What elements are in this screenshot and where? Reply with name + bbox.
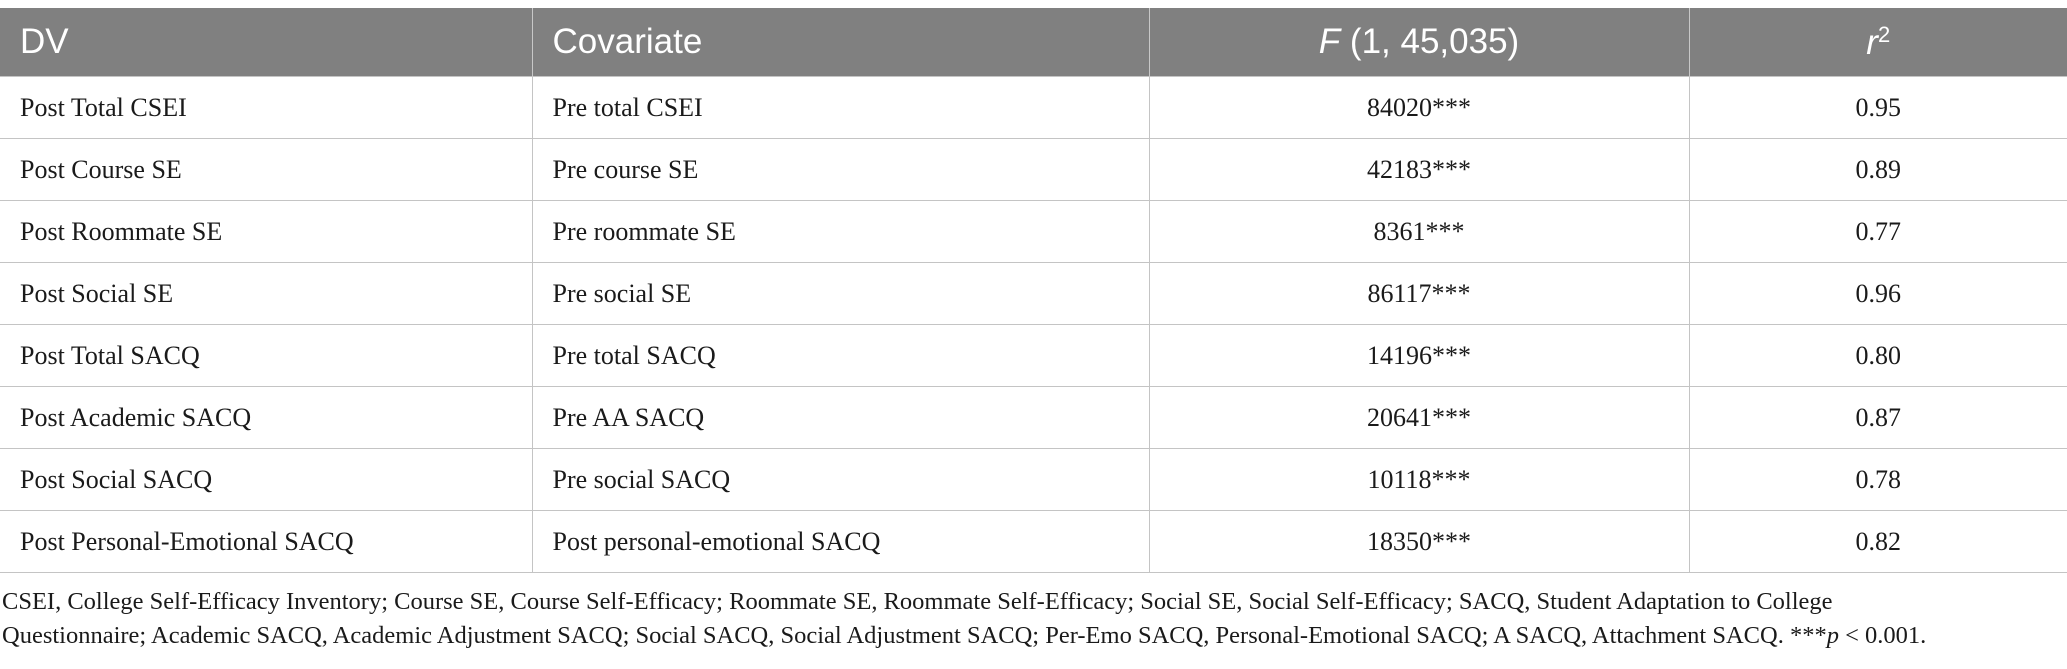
header-r-squared: r2: [1689, 8, 2067, 77]
cell-covariate: Pre total CSEI: [531, 76, 1150, 139]
cell-dv: Post Social SACQ: [0, 448, 533, 511]
cell-dv: Post Total CSEI: [0, 76, 533, 139]
cell-dv: Post Personal-Emotional SACQ: [0, 510, 533, 573]
table-row: Post Social SACQ Pre social SACQ 10118**…: [0, 448, 2067, 511]
cell-covariate: Pre social SE: [531, 262, 1150, 325]
table-row: Post Total CSEI Pre total CSEI 84020*** …: [0, 76, 2067, 139]
cell-covariate: Post personal-emotional SACQ: [531, 510, 1150, 573]
cell-r2: 0.82: [1688, 510, 2067, 573]
table-footnote: CSEI, College Self-Efficacy Inventory; C…: [2, 585, 2062, 653]
footnote-p-symbol: p: [1826, 622, 1839, 649]
cell-dv: Post Course SE: [0, 138, 533, 201]
cell-f: 86117***: [1148, 262, 1690, 325]
cell-dv: Post Roommate SE: [0, 200, 533, 263]
cell-r2: 0.95: [1688, 76, 2067, 139]
cell-r2: 0.89: [1688, 138, 2067, 201]
cell-f: 20641***: [1148, 386, 1690, 449]
cell-covariate: Pre course SE: [531, 138, 1150, 201]
table-row: Post Roommate SE Pre roommate SE 8361***…: [0, 200, 2067, 263]
table-body: Post Total CSEI Pre total CSEI 84020*** …: [0, 76, 2067, 573]
cell-dv: Post Total SACQ: [0, 324, 533, 387]
cell-f: 14196***: [1148, 324, 1690, 387]
footnote-line-2-text: Questionnaire; Academic SACQ, Academic A…: [2, 622, 1827, 649]
cell-f: 8361***: [1148, 200, 1690, 263]
cell-r2: 0.80: [1688, 324, 2067, 387]
cell-covariate: Pre AA SACQ: [531, 386, 1150, 449]
cell-f: 42183***: [1148, 138, 1690, 201]
header-f-symbol: F: [1318, 22, 1341, 61]
results-table-container: DV Covariate F (1, 45,035) r2 Post Total…: [0, 8, 2067, 573]
table-row: Post Personal-Emotional SACQ Post person…: [0, 510, 2067, 573]
cell-covariate: Pre social SACQ: [531, 448, 1150, 511]
footnote-p-threshold: < 0.001.: [1838, 622, 1927, 649]
cell-r2: 0.78: [1688, 448, 2067, 511]
table-row: Post Social SE Pre social SE 86117*** 0.…: [0, 262, 2067, 325]
cell-r2: 0.96: [1688, 262, 2067, 325]
table-row: Post Total SACQ Pre total SACQ 14196*** …: [0, 324, 2067, 387]
header-r-symbol: r: [1866, 22, 1878, 62]
header-covariate: Covariate: [532, 8, 1150, 77]
cell-r2: 0.77: [1688, 200, 2067, 263]
cell-f: 18350***: [1148, 510, 1690, 573]
cell-dv: Post Academic SACQ: [0, 386, 533, 449]
table-row: Post Academic SACQ Pre AA SACQ 20641*** …: [0, 386, 2067, 449]
cell-covariate: Pre total SACQ: [531, 324, 1150, 387]
cell-f: 10118***: [1148, 448, 1690, 511]
cell-r2: 0.87: [1688, 386, 2067, 449]
cell-dv: Post Social SE: [0, 262, 533, 325]
cell-covariate: Pre roommate SE: [531, 200, 1150, 263]
header-dv: DV: [0, 8, 533, 77]
table-row: Post Course SE Pre course SE 42183*** 0.…: [0, 138, 2067, 201]
header-f-df: (1, 45,035): [1340, 22, 1520, 61]
footnote-line-1: CSEI, College Self-Efficacy Inventory; C…: [2, 588, 1833, 615]
table-header: DV Covariate F (1, 45,035) r2: [0, 8, 2067, 77]
header-f-statistic: F (1, 45,035): [1149, 8, 1690, 77]
footnote-line-2: Questionnaire; Academic SACQ, Academic A…: [2, 619, 2062, 653]
cell-f: 84020***: [1148, 76, 1690, 139]
results-table: DV Covariate F (1, 45,035) r2 Post Total…: [0, 8, 2067, 573]
header-r-exponent: 2: [1877, 21, 1891, 47]
header-row: DV Covariate F (1, 45,035) r2: [0, 8, 2067, 77]
